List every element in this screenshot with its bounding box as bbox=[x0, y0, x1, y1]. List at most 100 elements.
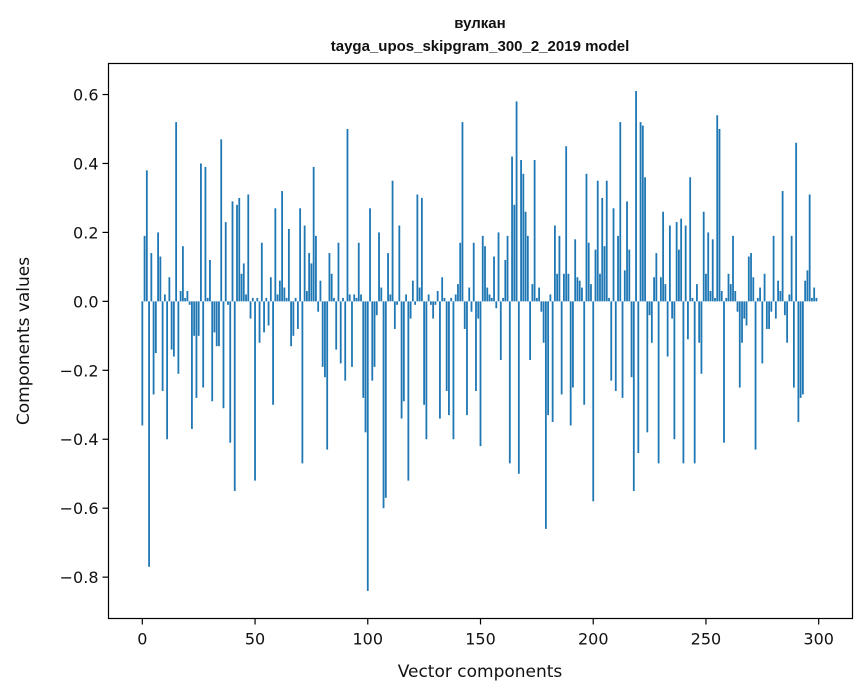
bar bbox=[405, 294, 407, 302]
bar bbox=[186, 291, 189, 302]
bar bbox=[420, 197, 423, 302]
bar bbox=[700, 301, 703, 374]
bar bbox=[698, 301, 701, 343]
bar bbox=[166, 301, 169, 440]
bar bbox=[662, 211, 665, 302]
bar bbox=[756, 297, 759, 302]
bar bbox=[619, 122, 622, 302]
bar bbox=[750, 253, 752, 302]
bar bbox=[777, 280, 779, 302]
bar bbox=[659, 277, 662, 302]
bar bbox=[391, 180, 394, 302]
bar bbox=[664, 284, 667, 302]
bar bbox=[247, 194, 250, 302]
bar bbox=[287, 228, 290, 302]
bar bbox=[565, 146, 568, 302]
bar bbox=[689, 177, 692, 302]
bar bbox=[648, 301, 651, 316]
bar bbox=[324, 301, 326, 378]
bar bbox=[635, 91, 637, 302]
y-axis: 0.6 0.4 0.2 0.0 −0.2 −0.4 −0.6 −0.8 bbox=[60, 86, 109, 587]
bar bbox=[254, 301, 256, 481]
bar bbox=[569, 301, 572, 426]
bar bbox=[718, 129, 721, 302]
bar bbox=[218, 301, 220, 347]
bar bbox=[511, 156, 513, 302]
bar bbox=[249, 301, 252, 319]
bar bbox=[231, 201, 234, 302]
bar bbox=[526, 235, 529, 302]
bar bbox=[204, 166, 207, 302]
bar bbox=[432, 301, 435, 319]
bar bbox=[711, 239, 714, 302]
bar bbox=[267, 301, 270, 326]
bar bbox=[448, 301, 450, 416]
bar bbox=[495, 301, 498, 309]
bar bbox=[655, 253, 658, 302]
bar bbox=[547, 301, 550, 416]
bar bbox=[337, 242, 340, 302]
bar bbox=[238, 197, 241, 302]
bar bbox=[188, 301, 191, 305]
bar bbox=[240, 273, 243, 302]
bar bbox=[184, 297, 187, 302]
bar bbox=[251, 297, 254, 302]
bar bbox=[148, 301, 150, 567]
bar bbox=[357, 242, 360, 302]
bar bbox=[702, 211, 705, 302]
bar bbox=[572, 301, 574, 388]
bar bbox=[529, 301, 531, 360]
bar bbox=[312, 166, 315, 302]
bar bbox=[389, 294, 392, 302]
bar bbox=[734, 291, 737, 302]
bar bbox=[542, 301, 545, 343]
bar bbox=[206, 297, 209, 302]
bar bbox=[303, 225, 306, 302]
bar bbox=[743, 301, 746, 319]
bar bbox=[281, 191, 283, 302]
bar bbox=[353, 294, 356, 302]
bar bbox=[601, 197, 604, 302]
bar bbox=[578, 280, 581, 302]
bar bbox=[725, 297, 728, 302]
bar bbox=[344, 301, 347, 381]
bar bbox=[373, 301, 376, 367]
bar bbox=[797, 301, 800, 423]
bar bbox=[707, 232, 710, 302]
bar bbox=[792, 301, 795, 388]
bar bbox=[170, 301, 173, 350]
bar bbox=[535, 297, 538, 302]
bar bbox=[258, 301, 261, 343]
bar bbox=[556, 273, 559, 302]
bar bbox=[621, 301, 624, 398]
bar bbox=[488, 294, 491, 302]
bar bbox=[736, 301, 739, 312]
bar bbox=[499, 301, 502, 360]
bar bbox=[362, 301, 365, 398]
bar bbox=[182, 246, 184, 302]
y-axis-label: Components values bbox=[14, 257, 34, 425]
bar bbox=[508, 301, 511, 464]
bar bbox=[154, 301, 157, 354]
bar bbox=[168, 277, 171, 302]
bar bbox=[502, 297, 504, 302]
bar bbox=[585, 173, 588, 302]
bar bbox=[745, 301, 748, 326]
bar bbox=[549, 294, 552, 302]
bar bbox=[774, 301, 777, 319]
bar bbox=[209, 259, 211, 302]
bar bbox=[276, 294, 279, 302]
bar bbox=[466, 301, 468, 416]
y-tick-label: 0.6 bbox=[73, 86, 98, 105]
bar bbox=[551, 301, 554, 423]
x-tick-label: 300 bbox=[803, 630, 834, 649]
bar bbox=[159, 256, 162, 302]
bar bbox=[380, 287, 383, 302]
bar bbox=[227, 301, 229, 305]
bar bbox=[729, 284, 732, 302]
x-axis-label: Vector components bbox=[398, 662, 563, 682]
bar bbox=[714, 297, 716, 302]
bar bbox=[691, 297, 694, 302]
bar bbox=[612, 208, 615, 302]
y-tick-label: 0.0 bbox=[73, 292, 98, 311]
